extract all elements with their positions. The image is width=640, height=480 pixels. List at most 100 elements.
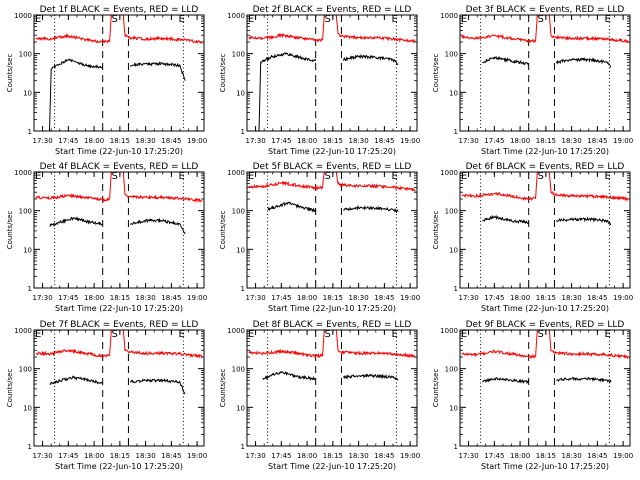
x-tick-label: 19:00 bbox=[400, 452, 420, 460]
x-axis-label: Start Time (22-Jun-10 17:25:20) bbox=[55, 147, 183, 156]
event-marker: S bbox=[325, 171, 331, 182]
y-tick-label: 1 bbox=[454, 285, 458, 293]
x-tick-label: 18:30 bbox=[136, 137, 156, 145]
x-axis-label: Start Time (22-Jun-10 17:25:20) bbox=[481, 304, 609, 313]
series-events-line bbox=[130, 378, 186, 395]
y-tick-label: 100 bbox=[232, 366, 245, 374]
x-tick-label: 17:45 bbox=[271, 452, 291, 460]
series-events-line bbox=[262, 370, 316, 381]
chart-title: Det 1f BLACK = Events, RED = LLD bbox=[40, 5, 199, 15]
x-tick-label: 18:45 bbox=[587, 452, 607, 460]
y-tick-label: 100 bbox=[19, 366, 32, 374]
plot-frame bbox=[33, 171, 205, 289]
event-marker: S bbox=[112, 171, 118, 182]
x-axis-label: Start Time (22-Jun-10 17:25:20) bbox=[481, 462, 609, 471]
x-axis-label: Start Time (22-Jun-10 17:25:20) bbox=[268, 147, 396, 156]
y-axis-label: Counts/sec bbox=[6, 54, 14, 93]
series-events-line bbox=[258, 51, 317, 132]
y-axis-label: Counts/sec bbox=[219, 369, 227, 408]
series-events-line bbox=[482, 377, 530, 385]
event-marker: E bbox=[248, 14, 254, 25]
series-events-line bbox=[267, 201, 317, 213]
y-tick-label: 10 bbox=[449, 404, 458, 412]
event-marker: E bbox=[35, 171, 41, 182]
y-tick-label: 1 bbox=[454, 443, 458, 451]
y-axis-label: Counts/sec bbox=[432, 211, 440, 250]
y-tick-label: 100 bbox=[445, 51, 458, 59]
event-marker: E bbox=[179, 329, 185, 340]
x-tick-label: 18:15 bbox=[536, 137, 556, 145]
event-marker: E bbox=[392, 329, 398, 340]
series-events-line bbox=[129, 61, 186, 81]
y-tick-label: 1 bbox=[241, 285, 245, 293]
event-marker: S bbox=[538, 171, 544, 182]
y-axis-label: Counts/sec bbox=[219, 211, 227, 250]
series-lld-line bbox=[35, 14, 112, 44]
plot-frame bbox=[33, 14, 205, 132]
y-tick-label: 100 bbox=[19, 51, 32, 59]
x-tick-label: 18:15 bbox=[323, 137, 343, 145]
chart-title: Det 3f BLACK = Events, RED = LLD bbox=[466, 5, 625, 15]
event-marker: E bbox=[605, 14, 611, 25]
series-lld-line bbox=[461, 171, 538, 202]
series-events-line bbox=[342, 53, 399, 66]
chart-panel-8: Det 8f BLACK = Events, RED = LLD Counts/s… bbox=[219, 320, 420, 471]
x-tick-label: 17:45 bbox=[484, 294, 504, 302]
event-marker: E bbox=[392, 14, 398, 25]
chart-panel-5: Det 5f BLACK = Events, RED = LLD Counts/s… bbox=[219, 162, 420, 313]
x-tick-label: 18:15 bbox=[536, 294, 556, 302]
x-tick-label: 17:30 bbox=[458, 294, 478, 302]
series-events-line bbox=[130, 217, 186, 235]
x-tick-label: 17:30 bbox=[458, 452, 478, 460]
y-tick-label: 100 bbox=[445, 366, 458, 374]
event-marker: E bbox=[461, 14, 467, 25]
x-tick-label: 18:30 bbox=[349, 294, 369, 302]
x-tick-label: 19:00 bbox=[187, 294, 207, 302]
event-marker: E bbox=[248, 329, 254, 340]
x-tick-label: 18:30 bbox=[562, 294, 582, 302]
y-tick-label: 1 bbox=[28, 285, 32, 293]
x-tick-label: 19:00 bbox=[613, 452, 633, 460]
x-tick-label: 17:45 bbox=[58, 452, 78, 460]
y-tick-label: 1 bbox=[454, 128, 458, 136]
series-lld-line bbox=[335, 14, 416, 43]
x-tick-label: 18:15 bbox=[110, 452, 130, 460]
x-tick-label: 18:00 bbox=[297, 294, 317, 302]
y-tick-label: 1000 bbox=[440, 327, 458, 335]
x-tick-label: 18:30 bbox=[562, 452, 582, 460]
event-marker: S bbox=[538, 329, 544, 340]
x-tick-label: 18:15 bbox=[536, 452, 556, 460]
plot-frame bbox=[246, 171, 418, 289]
y-tick-label: 10 bbox=[236, 246, 245, 254]
y-tick-label: 1 bbox=[28, 443, 32, 451]
x-tick-label: 17:45 bbox=[484, 137, 504, 145]
x-tick-label: 18:00 bbox=[84, 137, 104, 145]
series-events-line bbox=[482, 56, 530, 66]
event-marker: S bbox=[325, 329, 331, 340]
series-events-line bbox=[343, 204, 399, 214]
chart-title: Det 7f BLACK = Events, RED = LLD bbox=[40, 320, 199, 330]
y-axis-label: Counts/sec bbox=[219, 54, 227, 93]
x-tick-label: 19:00 bbox=[400, 137, 420, 145]
x-axis-label: Start Time (22-Jun-10 17:25:20) bbox=[268, 462, 396, 471]
x-tick-label: 18:00 bbox=[84, 452, 104, 460]
x-tick-label: 18:45 bbox=[374, 294, 394, 302]
series-lld-line bbox=[548, 14, 629, 44]
plot-frame bbox=[459, 329, 631, 447]
chart-title: Det 2f BLACK = Events, RED = LLD bbox=[253, 5, 412, 15]
chart-title: Det 4f BLACK = Events, RED = LLD bbox=[40, 162, 199, 172]
y-tick-label: 10 bbox=[23, 404, 32, 412]
event-marker: E bbox=[461, 329, 467, 340]
x-tick-label: 17:30 bbox=[245, 137, 265, 145]
y-tick-label: 10 bbox=[236, 89, 245, 97]
y-tick-label: 100 bbox=[19, 208, 32, 216]
y-tick-label: 100 bbox=[232, 208, 245, 216]
x-tick-label: 18:45 bbox=[374, 452, 394, 460]
chart-panel-2: Det 2f BLACK = Events, RED = LLD Counts/s… bbox=[219, 5, 420, 156]
series-events-line bbox=[49, 375, 104, 385]
series-events-line bbox=[49, 216, 104, 228]
series-lld-line bbox=[122, 329, 203, 359]
chart-title: Det 8f BLACK = Events, RED = LLD bbox=[253, 320, 412, 330]
x-tick-label: 19:00 bbox=[613, 294, 633, 302]
plot-frame bbox=[459, 171, 631, 289]
